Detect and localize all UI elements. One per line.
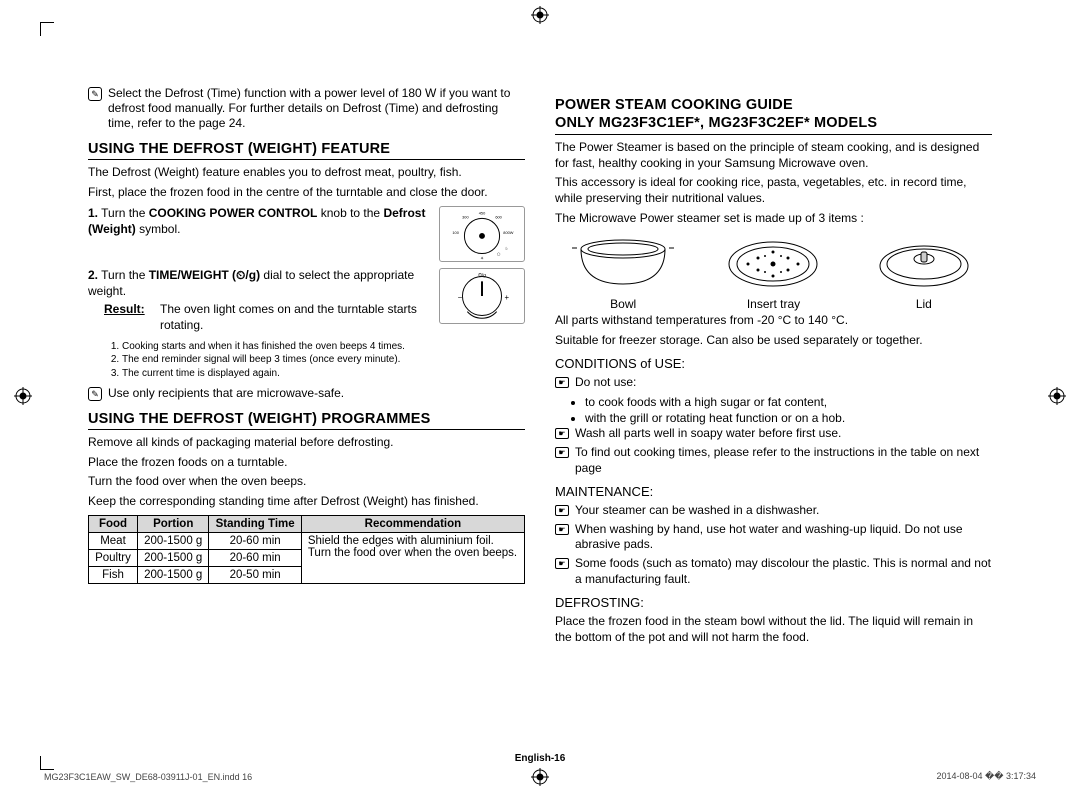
insert-tray-icon	[718, 234, 828, 294]
svg-text:300: 300	[462, 215, 469, 220]
heading-steam-guide: POWER STEAM COOKING GUIDE ONLY MG23F3C1E…	[555, 96, 992, 135]
svg-text:⬡: ⬡	[497, 252, 501, 257]
maint-3: ☛ Some foods (such as tomato) may discol…	[555, 556, 992, 587]
page-number: English-16	[0, 753, 1080, 764]
footer-filepath: MG23F3C1EAW_SW_DE68-03911J-01_EN.indd 16	[44, 772, 252, 782]
th-recommendation: Recommendation	[301, 516, 524, 533]
steamer-parts: Bowl Insert tray Lid	[555, 234, 992, 311]
th-portion: Portion	[137, 516, 208, 533]
left-column: ✎ Select the Defrost (Time) function wit…	[88, 86, 525, 734]
heading-defrosting: DEFROSTING:	[555, 595, 992, 610]
step-1: 1. Turn the COOKING POWER CONTROL knob t…	[88, 206, 525, 262]
svg-text:☀: ☀	[480, 256, 484, 261]
heading-defrost-weight: USING THE DEFROST (WEIGHT) FEATURE	[88, 141, 525, 160]
bullet-icon: ☛	[555, 447, 569, 458]
maint-1: ☛ Your steamer can be washed in a dishwa…	[555, 503, 992, 519]
intro-note: ✎ Select the Defrost (Time) function wit…	[88, 86, 525, 131]
bullet-icon: ☛	[555, 524, 569, 535]
page-content: ✎ Select the Defrost (Time) function wit…	[40, 38, 1040, 754]
result-sub-2: The end reminder signal will beep 3 time…	[122, 353, 525, 367]
result-text: The oven light comes on and the turntabl…	[160, 302, 429, 333]
lid-icon	[869, 234, 979, 294]
table-row: Meat 200-1500 g 20-60 min Shield the edg…	[89, 533, 525, 550]
svg-text:+: +	[504, 293, 509, 302]
heading-conditions: CONDITIONS of USE:	[555, 356, 992, 371]
footer-timestamp: 2014-08-04 �� 3:17:34	[936, 771, 1036, 782]
result-label: Result:	[104, 302, 150, 333]
td-recommendation: Shield the edges with aluminium foil. Tu…	[301, 533, 524, 584]
bullet-icon: ☛	[555, 505, 569, 516]
note-icon: ✎	[88, 87, 102, 101]
prog-p3: Turn the food over when the oven beeps.	[88, 474, 525, 490]
tray-label: Insert tray	[747, 297, 800, 311]
part-bowl: Bowl	[555, 234, 691, 311]
part-tray: Insert tray	[705, 234, 841, 311]
heading-maintenance: MAINTENANCE:	[555, 484, 992, 499]
th-standing: Standing Time	[209, 516, 301, 533]
heading-defrost-programmes: USING THE DEFROST (WEIGHT) PROGRAMMES	[88, 411, 525, 430]
cond-2: ☛ Wash all parts well in soapy water bef…	[555, 426, 992, 442]
result-sublist: Cooking starts and when it has finished …	[122, 340, 525, 381]
steam-p1: The Power Steamer is based on the princi…	[555, 140, 992, 171]
step-1-text: 1. Turn the COOKING POWER CONTROL knob t…	[88, 206, 429, 237]
bullet-icon: ☛	[555, 377, 569, 388]
safe-note: ✎ Use only recipients that are microwave…	[88, 386, 525, 401]
svg-text:100: 100	[452, 230, 459, 235]
result-block: Result: The oven light comes on and the …	[104, 302, 429, 333]
svg-text:♨: ♨	[505, 246, 509, 251]
intro-note-text: Select the Defrost (Time) function with …	[108, 86, 525, 131]
step-2-text: 2. Turn the TIME/WEIGHT (⏲/g) dial to se…	[88, 268, 429, 333]
safe-note-text: Use only recipients that are microwave-s…	[108, 386, 344, 401]
cond-1b: with the grill or rotating heat function…	[585, 410, 992, 426]
defrosting-text: Place the frozen food in the steam bowl …	[555, 614, 992, 645]
step-2-num: 2.	[88, 268, 98, 282]
registration-mark-bottom	[531, 768, 549, 786]
weight-intro-1: The Defrost (Weight) feature enables you…	[88, 165, 525, 181]
cond-1a: to cook foods with a high sugar or fat c…	[585, 394, 992, 410]
svg-text:⏲/g: ⏲/g	[478, 273, 486, 279]
cond-3: ☛ To find out cooking times, please refe…	[555, 445, 992, 476]
steam-p3: The Microwave Power steamer set is made …	[555, 211, 992, 227]
svg-text:800W: 800W	[503, 230, 513, 235]
svg-text:450: 450	[479, 211, 486, 216]
maint-2: ☛ When washing by hand, use hot water an…	[555, 522, 992, 553]
th-food: Food	[89, 516, 138, 533]
steam-p5: Suitable for freezer storage. Can also b…	[555, 333, 992, 349]
registration-mark-right	[1048, 387, 1066, 405]
cond-sublist: to cook foods with a high sugar or fat c…	[585, 394, 992, 426]
prog-p2: Place the frozen foods on a turntable.	[88, 455, 525, 471]
right-column: POWER STEAM COOKING GUIDE ONLY MG23F3C1E…	[555, 86, 992, 734]
bullet-icon: ☛	[555, 428, 569, 439]
part-lid: Lid	[856, 234, 992, 311]
prog-p1: Remove all kinds of packaging material b…	[88, 435, 525, 451]
weight-intro-2: First, place the frozen food in the cent…	[88, 185, 525, 201]
power-knob-illustration: 450 600 800W 300 100 ♨ ⬡ ☀	[439, 206, 525, 262]
defrost-table: Food Portion Standing Time Recommendatio…	[88, 515, 525, 584]
svg-text:−: −	[458, 293, 463, 302]
lid-label: Lid	[916, 297, 932, 311]
steam-p4: All parts withstand temperatures from -2…	[555, 313, 992, 329]
crop-mark-tl	[40, 22, 54, 36]
prog-p4: Keep the corresponding standing time aft…	[88, 494, 525, 510]
registration-mark-left	[14, 387, 32, 405]
svg-text:600: 600	[495, 215, 502, 220]
result-sub-1: Cooking starts and when it has finished …	[122, 340, 525, 354]
step-1-num: 1.	[88, 206, 98, 220]
cond-1: ☛ Do not use:	[555, 375, 992, 391]
bowl-label: Bowl	[610, 297, 636, 311]
bowl-icon	[568, 234, 678, 294]
bullet-icon: ☛	[555, 558, 569, 569]
registration-mark-top	[531, 6, 549, 24]
steam-p2: This accessory is ideal for cooking rice…	[555, 175, 992, 206]
note-icon: ✎	[88, 387, 102, 401]
result-sub-3: The current time is displayed again.	[122, 367, 525, 381]
weight-dial-illustration: − + ⏲/g	[439, 268, 525, 324]
step-2: 2. Turn the TIME/WEIGHT (⏲/g) dial to se…	[88, 268, 525, 333]
